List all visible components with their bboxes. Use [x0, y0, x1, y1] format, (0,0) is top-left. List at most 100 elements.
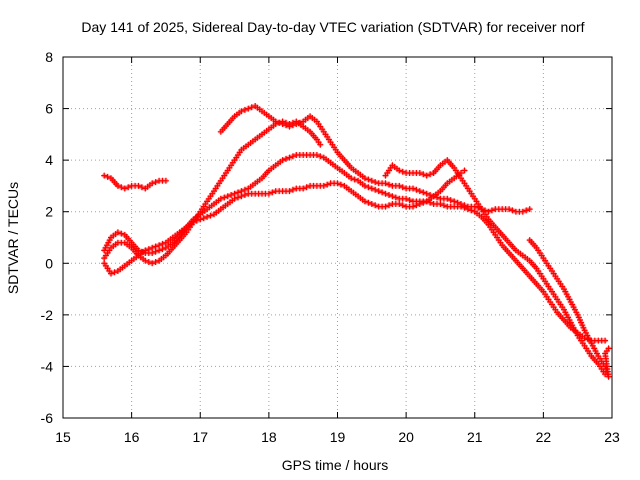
- data-point: [334, 180, 341, 187]
- data-series: [101, 103, 612, 380]
- data-point: [231, 190, 238, 197]
- data-point: [396, 201, 403, 207]
- data-point: [279, 121, 286, 127]
- data-point: [320, 182, 327, 189]
- y-tick-label: -2: [41, 307, 54, 323]
- data-point: [193, 217, 200, 224]
- data-point: [506, 206, 513, 213]
- data-point: [509, 207, 516, 214]
- data-point: [382, 180, 389, 187]
- data-point: [372, 202, 379, 209]
- data-point: [365, 176, 372, 183]
- x-tick-label: 21: [467, 429, 483, 445]
- data-point: [386, 181, 392, 188]
- data-point: [413, 186, 420, 193]
- data-point: [118, 230, 125, 237]
- series-track-2: [101, 118, 324, 267]
- data-point: [399, 168, 406, 175]
- data-point: [152, 248, 159, 255]
- data-point: [121, 185, 128, 192]
- data-point: [386, 192, 392, 198]
- data-point: [135, 247, 142, 254]
- data-point: [488, 207, 495, 214]
- data-point: [238, 188, 245, 195]
- data-point: [300, 185, 307, 192]
- data-point: [444, 195, 451, 202]
- data-point: [368, 177, 375, 184]
- series-track-3: [217, 103, 533, 215]
- data-point: [125, 184, 132, 191]
- x-tick-label: 15: [55, 429, 71, 445]
- series-track-7: [526, 237, 612, 380]
- data-point: [248, 104, 255, 111]
- data-point: [440, 202, 447, 209]
- data-point: [159, 240, 166, 247]
- data-point: [190, 219, 197, 225]
- axis-ticks: 15 16 17 18 19 20 21 22 23 -6 -4 -2 0 2 4 6 8: [41, 49, 620, 445]
- data-point: [351, 176, 358, 183]
- data-point: [269, 189, 276, 196]
- data-point: [337, 181, 344, 188]
- data-point: [361, 198, 368, 205]
- data-point: [396, 182, 403, 189]
- data-point: [286, 123, 293, 130]
- data-point: [204, 213, 211, 220]
- data-point: [317, 141, 324, 148]
- data-point: [461, 167, 468, 174]
- data-point: [372, 179, 379, 186]
- data-point: [434, 194, 440, 201]
- data-point: [406, 197, 413, 204]
- data-point: [399, 202, 406, 209]
- data-point: [416, 170, 423, 176]
- data-point: [156, 242, 163, 249]
- data-point: [200, 215, 207, 222]
- data-point: [324, 181, 331, 188]
- data-point: [471, 203, 478, 210]
- series-track-5: [101, 167, 468, 277]
- data-point: [605, 345, 612, 352]
- data-point: [303, 184, 310, 191]
- data-point: [365, 199, 372, 206]
- data-point: [152, 243, 159, 250]
- data-point: [114, 182, 121, 189]
- data-point: [423, 190, 430, 197]
- data-point: [458, 203, 464, 210]
- data-point: [245, 105, 252, 112]
- data-point: [114, 229, 121, 236]
- data-point: [241, 192, 248, 198]
- data-point: [526, 206, 533, 213]
- data-point: [389, 193, 396, 200]
- data-point: [420, 171, 427, 178]
- data-point: [241, 186, 248, 193]
- data-point: [101, 172, 108, 179]
- data-point: [289, 153, 296, 160]
- data-point: [399, 184, 406, 191]
- data-point: [197, 216, 204, 223]
- data-point: [386, 202, 392, 209]
- data-point: [427, 171, 434, 178]
- data-point: [523, 207, 530, 214]
- data-point: [224, 193, 231, 200]
- data-point: [231, 195, 238, 202]
- data-point: [276, 119, 283, 126]
- data-point: [361, 175, 368, 182]
- data-point: [296, 119, 303, 126]
- data-point: [365, 184, 372, 191]
- data-point: [427, 192, 434, 198]
- data-point: [104, 173, 111, 180]
- data-point: [228, 192, 235, 198]
- data-point: [375, 188, 382, 195]
- data-point: [313, 152, 320, 158]
- x-axis-label: GPS time / hours: [282, 457, 389, 473]
- data-point: [111, 269, 118, 276]
- data-point: [410, 185, 416, 192]
- data-point: [235, 194, 241, 201]
- y-tick-label: 6: [45, 101, 53, 117]
- data-point: [382, 190, 389, 197]
- data-point: [368, 201, 375, 207]
- data-point: [149, 180, 156, 187]
- data-point: [238, 108, 245, 115]
- y-axis-label: SDTVAR / TECUs: [5, 182, 21, 294]
